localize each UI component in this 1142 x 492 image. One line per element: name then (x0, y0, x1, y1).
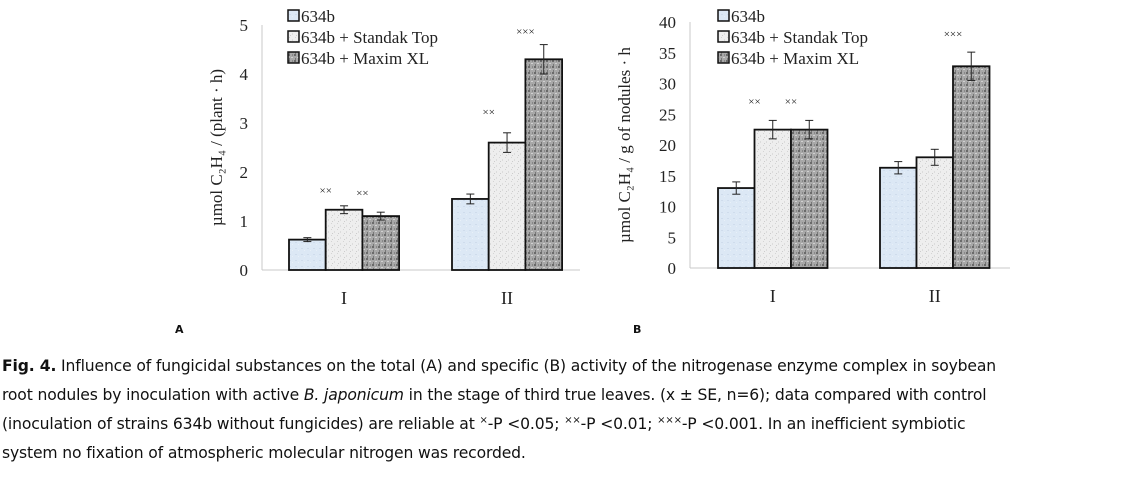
legend-swatch (717, 51, 730, 64)
significance-mark: ×× (785, 96, 797, 108)
bar (361, 215, 400, 271)
caption-text: ××× (657, 415, 682, 426)
legend-swatch (287, 51, 300, 64)
y-tick-label: 30 (659, 75, 676, 94)
panel-label-a: A (175, 323, 184, 336)
y-tick-label: 1 (240, 212, 249, 231)
y-axis-label: µmol C₂H₄ / g of nodules · h (615, 47, 634, 243)
bar (524, 58, 564, 271)
y-tick-label: 35 (659, 44, 676, 63)
y-tick-label: 4 (240, 65, 249, 84)
x-tick-label: I (770, 286, 776, 306)
bar (753, 128, 792, 269)
legend-label: 634b + Maxim XL (301, 49, 429, 68)
legend-swatch (717, 9, 730, 22)
caption-line: system no fixation of atmospheric molecu… (2, 439, 1142, 468)
caption-text: system no fixation of atmospheric molecu… (2, 444, 526, 462)
legend-label: 634b (301, 7, 335, 26)
legend-swatch (287, 9, 300, 22)
bar (451, 198, 490, 271)
caption-text: ×× (564, 415, 581, 426)
caption-text: Fig. 4. (2, 357, 57, 375)
x-tick-label: II (501, 288, 513, 308)
y-tick-label: 5 (668, 228, 677, 247)
bar (288, 238, 327, 271)
significance-mark: ×× (356, 188, 368, 200)
legend-label: 634b + Standak Top (731, 28, 868, 47)
y-tick-label: 20 (659, 136, 676, 155)
legend-label: 634b (731, 7, 765, 26)
y-tick-label: 0 (668, 259, 677, 278)
significance-mark: ×× (748, 96, 760, 108)
y-tick-label: 15 (659, 167, 676, 186)
bar (790, 128, 829, 269)
y-tick-label: 0 (240, 261, 249, 280)
y-tick-label: 25 (659, 105, 676, 124)
bar (879, 166, 918, 269)
legend-swatch (717, 30, 730, 43)
significance-mark: ×× (319, 185, 331, 197)
significance-mark: ××× (944, 28, 963, 40)
caption-text: -P <0.01; (580, 415, 658, 433)
bar (915, 156, 954, 269)
significance-mark: ×× (482, 107, 494, 119)
panel-label-b: B (633, 323, 642, 336)
y-tick-label: 40 (659, 13, 676, 32)
caption-line: root nodules by inoculation with active … (2, 381, 1142, 410)
y-axis-label: µmol C₂H₄ / (plant · h) (207, 69, 226, 226)
caption-text: (inoculation of strains 634b without fun… (2, 415, 480, 433)
figure-caption: Fig. 4. Influence of fungicidal substanc… (2, 352, 1142, 468)
legend-label: 634b + Maxim XL (731, 49, 859, 68)
significance-mark: ××× (516, 26, 535, 38)
x-tick-label: II (929, 286, 941, 306)
caption-text: in the stage of third true leaves. (x ± … (403, 386, 987, 404)
caption-line: Fig. 4. Influence of fungicidal substanc… (2, 352, 1142, 381)
caption-text: B. japonicum (303, 386, 404, 404)
legend-swatch (287, 30, 300, 43)
x-tick-label: I (341, 288, 347, 308)
legend-label: 634b + Standak Top (301, 28, 438, 47)
y-tick-label: 3 (240, 114, 249, 133)
bar (487, 141, 527, 271)
caption-text: × (479, 415, 488, 426)
bar (324, 208, 364, 271)
y-tick-label: 5 (240, 16, 249, 35)
y-tick-label: 2 (240, 163, 249, 182)
caption-text: -P <0.001. In an inefficient symbiotic (681, 415, 966, 433)
bar (717, 187, 756, 269)
y-tick-label: 10 (659, 198, 676, 217)
caption-text: root nodules by inoculation with active (2, 386, 304, 404)
caption-text: Influence of fungicidal substances on th… (56, 357, 997, 375)
caption-line: (inoculation of strains 634b without fun… (2, 410, 1142, 439)
caption-text: -P <0.05; (487, 415, 565, 433)
bar (952, 65, 991, 269)
chart-b: 0 5 10 15 20 25 30 35 40 µmol C₂H₄ / g of nodules… (615, 7, 1010, 306)
